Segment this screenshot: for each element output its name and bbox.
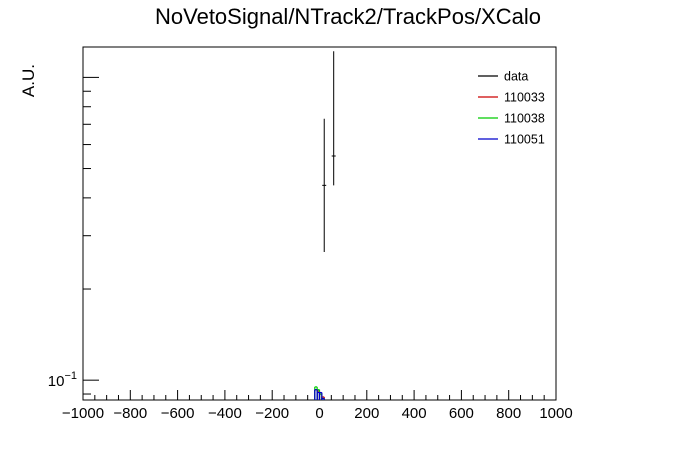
series-110051: [314, 389, 325, 400]
y-axis-ticks: 10−1: [48, 76, 99, 395]
series-data: [322, 51, 336, 253]
x-axis-ticks: −1000 −800 −600 −400 −200 0 200 400 600 800 1000: [62, 390, 573, 422]
series-plot: [314, 51, 336, 400]
x-tick-label: 800: [496, 405, 521, 422]
y-tick-label: 10−1: [48, 370, 77, 390]
x-tick-label: 400: [402, 405, 427, 422]
axes-frame: [82, 46, 557, 401]
legend-label: 110051: [504, 133, 545, 147]
legend-item-110038: 110038: [478, 112, 545, 126]
x-tick-label: −800: [113, 405, 147, 422]
legend-label: data: [504, 70, 528, 84]
x-tick-label: −400: [208, 405, 242, 422]
chart-title: NoVetoSignal/NTrack2/TrackPos/XCalo: [155, 4, 541, 29]
legend-item-110051: 110051: [478, 133, 545, 147]
x-tick-label: 1000: [539, 405, 572, 422]
legend-label: 110033: [504, 91, 545, 105]
legend-label: 110038: [504, 112, 545, 126]
x-tick-label: 200: [354, 405, 379, 422]
x-tick-label: −1000: [62, 405, 104, 422]
x-tick-label: −200: [255, 405, 289, 422]
x-tick-label: −600: [161, 405, 195, 422]
legend: data 110033 110038 110051: [478, 70, 545, 147]
y-axis-label: A.U.: [19, 64, 38, 97]
x-tick-label: 0: [315, 405, 323, 422]
plot-frame: [82, 46, 557, 401]
x-tick-label: 600: [449, 405, 474, 422]
legend-item-data: data: [478, 70, 528, 84]
legend-item-110033: 110033: [478, 91, 545, 105]
